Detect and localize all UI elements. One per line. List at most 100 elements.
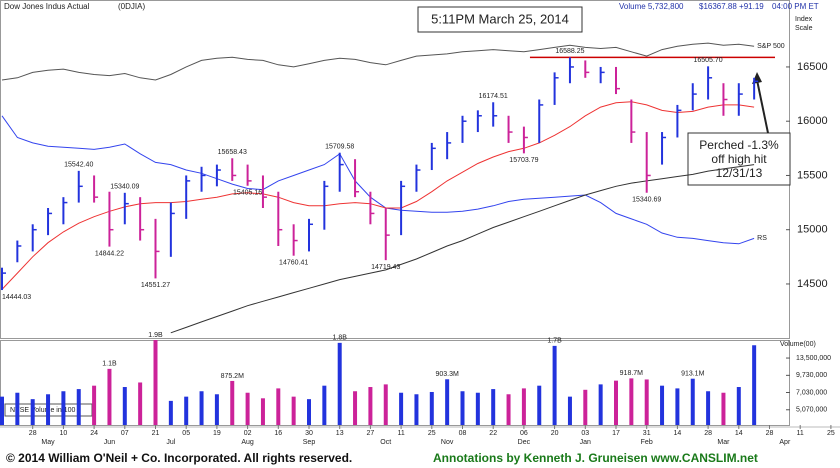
volume-bar <box>614 380 618 425</box>
volume-bar <box>675 388 680 425</box>
x-tick-label: 11 <box>797 430 804 437</box>
volume-pane <box>0 340 790 426</box>
volume-bar <box>721 392 726 425</box>
volume-label: 903.3M <box>435 371 459 378</box>
price-text: $16367.88 +91.19 <box>699 2 764 11</box>
volume-bar <box>276 388 281 425</box>
x-tick-label: 17 <box>612 430 620 437</box>
month-label: Sep <box>303 439 316 446</box>
volume-bar <box>537 385 542 425</box>
volume-bar <box>138 382 143 425</box>
footer-annotation: Annotations by Kenneth J. Gruneisen www.… <box>433 451 758 465</box>
month-label: Oct <box>380 439 391 446</box>
x-tick-label: 28 <box>766 430 774 437</box>
price-label: 14844.22 <box>95 250 124 257</box>
volume-bar <box>706 391 711 425</box>
line-label: RS <box>757 235 767 242</box>
volume-label: 1.9B <box>148 332 163 339</box>
price-label: 14551.27 <box>141 282 170 289</box>
x-tick-label: 25 <box>827 430 835 437</box>
x-tick-label: 02 <box>244 430 252 437</box>
time-text: 04:00 PM ET <box>772 2 819 11</box>
x-tick-label: 13 <box>336 430 344 437</box>
month-label: Feb <box>641 439 653 446</box>
volume-label: 1.7B <box>547 338 562 345</box>
volume-bar <box>475 392 480 425</box>
volume-bar <box>598 384 603 425</box>
x-tick-label: 14 <box>735 430 743 437</box>
volume-bar <box>230 380 235 425</box>
volume-bar <box>61 391 66 425</box>
volume-bar <box>92 385 97 425</box>
volume-bar <box>107 368 112 425</box>
volume-bar <box>0 396 4 425</box>
volume-bar <box>337 342 342 425</box>
x-tick-label: 10 <box>60 430 68 437</box>
volume-bar <box>168 400 173 425</box>
price-label: 15340.09 <box>110 184 139 191</box>
volume-bar <box>322 385 327 425</box>
price-label: 15340.69 <box>632 197 661 204</box>
scale-text: Index <box>795 16 813 23</box>
volume-label: 875.2M <box>221 373 245 380</box>
annotation: Perched -1.3% <box>699 138 779 152</box>
month-label: Jun <box>104 439 115 446</box>
volume-bar <box>567 396 572 425</box>
timestamp-box <box>417 6 583 33</box>
x-tick-label: 06 <box>520 430 528 437</box>
price-label: 14719.43 <box>371 264 400 271</box>
volume-bar <box>491 389 496 425</box>
x-tick-label: 30 <box>305 430 313 437</box>
volume-bar <box>30 399 35 425</box>
x-tick-label: 08 <box>459 430 467 437</box>
x-tick-label: 25 <box>428 430 436 437</box>
x-tick-label: 07 <box>121 430 129 437</box>
volume-legend: NYSE Volume in 100 <box>10 407 75 414</box>
indicator-line <box>1 42 755 81</box>
volume-bar <box>414 394 419 425</box>
volume-bar <box>368 387 373 425</box>
month-label: Dec <box>518 439 531 446</box>
month-label: May <box>41 439 55 446</box>
annotation: 12/31/13 <box>716 166 763 180</box>
volume-text: Volume 5,732,800 <box>619 2 684 11</box>
line-label: S&P 500 <box>757 43 785 50</box>
price-label: 15405.16 <box>233 190 262 197</box>
month-label: Jul <box>166 439 175 446</box>
x-tick-label: 28 <box>704 430 712 437</box>
price-label: 15542.40 <box>64 162 93 169</box>
x-tick-label: 14 <box>674 430 682 437</box>
volume-tick-label: 5,070,000 <box>796 407 827 414</box>
volume-bar <box>506 394 511 425</box>
volume-title: Volume(00) <box>780 341 816 348</box>
price-label: 15658.43 <box>218 149 247 156</box>
month-label: Nov <box>441 439 454 446</box>
x-tick-label: 20 <box>551 430 559 437</box>
y-tick-label: 16000 <box>797 115 828 127</box>
volume-bar <box>521 388 526 425</box>
annotation-box <box>687 132 791 186</box>
volume-bar <box>429 391 434 425</box>
volume-tick-label: 7,030,000 <box>796 389 827 396</box>
volume-bar <box>260 398 265 425</box>
volume-bar <box>399 392 404 425</box>
volume-label: 1.1B <box>102 361 117 368</box>
price-label: 16174.51 <box>479 93 508 100</box>
month-label: Mar <box>717 439 730 446</box>
volume-bar <box>383 384 388 425</box>
volume-tick-label: 9,730,000 <box>796 372 827 379</box>
indicator-line <box>1 101 755 290</box>
price-label: 14444.03 <box>2 294 31 301</box>
volume-bar <box>629 378 634 425</box>
volume-bar <box>690 378 695 425</box>
volume-bar <box>353 391 358 425</box>
x-tick-label: 24 <box>90 430 98 437</box>
price-label: 15703.79 <box>509 157 538 164</box>
month-label: Jan <box>580 439 591 446</box>
chart-title: Dow Jones Indus Actual <box>4 2 90 11</box>
symbol: (0DJIA) <box>118 2 145 11</box>
volume-label: 913.1M <box>681 371 705 378</box>
price-label: 16588.25 <box>555 48 584 55</box>
timestamp: 5:11PM March 25, 2014 <box>431 11 569 26</box>
y-tick-label: 15500 <box>797 169 828 181</box>
